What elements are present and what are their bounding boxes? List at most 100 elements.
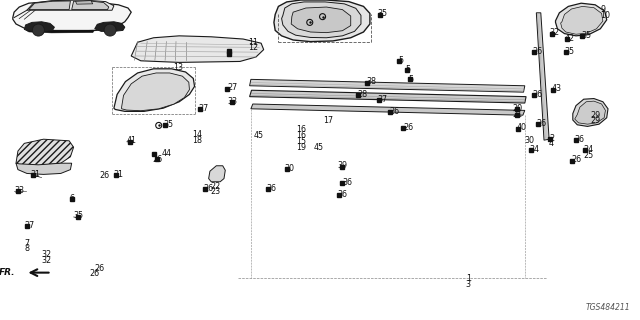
Text: 25: 25	[584, 151, 594, 160]
Text: 18: 18	[192, 136, 202, 145]
Polygon shape	[122, 73, 189, 111]
Text: 41: 41	[127, 136, 137, 145]
Polygon shape	[556, 3, 607, 36]
Text: 8: 8	[24, 244, 29, 253]
Text: 35: 35	[564, 47, 575, 56]
Text: 36: 36	[575, 135, 585, 144]
Text: 16: 16	[296, 131, 306, 140]
Text: 13: 13	[173, 63, 183, 72]
Polygon shape	[274, 0, 370, 42]
Text: 45: 45	[253, 131, 264, 140]
Text: 30: 30	[284, 164, 294, 173]
Text: 23: 23	[210, 187, 220, 196]
Text: 26: 26	[532, 47, 543, 56]
Text: 30: 30	[525, 136, 535, 145]
Text: 26: 26	[403, 123, 413, 132]
Polygon shape	[536, 13, 549, 140]
Text: 33: 33	[227, 97, 237, 106]
Polygon shape	[575, 101, 605, 124]
Text: 27: 27	[24, 221, 35, 230]
Text: 29: 29	[590, 116, 600, 125]
Text: 5: 5	[406, 65, 411, 74]
Polygon shape	[26, 30, 95, 33]
Text: 20: 20	[512, 104, 522, 113]
Text: 2: 2	[549, 134, 554, 143]
Text: 5: 5	[408, 75, 413, 84]
Text: 15: 15	[296, 137, 306, 146]
Polygon shape	[16, 163, 72, 174]
Text: 31: 31	[114, 170, 124, 179]
Polygon shape	[573, 99, 608, 126]
Polygon shape	[95, 22, 125, 31]
Text: 35: 35	[74, 212, 84, 220]
Text: 9: 9	[600, 5, 605, 14]
Text: 40: 40	[517, 124, 527, 132]
Text: 14: 14	[192, 130, 202, 139]
Text: 26: 26	[95, 264, 105, 273]
Text: 4: 4	[549, 140, 554, 148]
Text: 11: 11	[248, 38, 259, 47]
Text: 5: 5	[398, 56, 403, 65]
Text: 44: 44	[161, 149, 172, 158]
Text: 29: 29	[590, 111, 600, 120]
Circle shape	[33, 24, 44, 36]
Text: 10: 10	[600, 11, 611, 20]
Polygon shape	[114, 69, 195, 111]
Text: 26: 26	[389, 107, 399, 116]
Text: 35: 35	[378, 9, 388, 18]
Text: 24: 24	[584, 145, 594, 154]
Text: 17: 17	[323, 116, 333, 125]
Text: 32: 32	[41, 256, 51, 265]
Text: 26: 26	[532, 90, 543, 99]
Text: 38: 38	[366, 77, 376, 86]
Text: 36: 36	[342, 178, 353, 187]
Text: 21: 21	[512, 110, 522, 119]
Text: 26: 26	[90, 269, 100, 278]
Polygon shape	[27, 0, 114, 10]
Polygon shape	[250, 79, 525, 92]
Text: 35: 35	[163, 120, 173, 129]
Polygon shape	[72, 1, 109, 10]
Text: 1: 1	[466, 274, 471, 283]
Text: 26: 26	[152, 155, 163, 164]
Text: 45: 45	[314, 143, 324, 152]
Text: 27: 27	[227, 84, 237, 92]
Polygon shape	[16, 139, 74, 166]
Circle shape	[104, 24, 116, 36]
Text: 37: 37	[378, 95, 388, 104]
Polygon shape	[282, 2, 361, 38]
Text: 31: 31	[31, 170, 41, 179]
Polygon shape	[24, 22, 54, 31]
Text: 39: 39	[338, 161, 348, 170]
Text: 35: 35	[581, 31, 591, 40]
Polygon shape	[29, 1, 70, 10]
Polygon shape	[250, 90, 526, 103]
Text: 26: 26	[204, 184, 214, 193]
Polygon shape	[251, 104, 525, 115]
Text: 32: 32	[41, 250, 51, 259]
Text: 33: 33	[14, 186, 24, 195]
Text: 12: 12	[248, 44, 259, 52]
Text: 16: 16	[296, 125, 306, 134]
Text: TGS484211: TGS484211	[586, 303, 630, 312]
Text: 32: 32	[549, 28, 559, 37]
Text: 26: 26	[99, 171, 109, 180]
Text: 19: 19	[296, 143, 306, 152]
Polygon shape	[291, 7, 351, 33]
Text: 7: 7	[24, 239, 29, 248]
Polygon shape	[13, 2, 131, 31]
Text: 36: 36	[338, 190, 348, 199]
Text: 26: 26	[536, 119, 547, 128]
Text: 34: 34	[530, 145, 540, 154]
Polygon shape	[209, 166, 225, 182]
Polygon shape	[131, 36, 264, 62]
Text: FR.: FR.	[0, 268, 15, 277]
Text: 3: 3	[466, 280, 471, 289]
Text: 6: 6	[69, 194, 74, 203]
Polygon shape	[76, 1, 93, 4]
Text: 27: 27	[198, 104, 209, 113]
Text: 36: 36	[266, 184, 276, 193]
Text: 28: 28	[357, 90, 367, 99]
Text: 22: 22	[210, 182, 220, 191]
Text: 42: 42	[565, 34, 575, 43]
